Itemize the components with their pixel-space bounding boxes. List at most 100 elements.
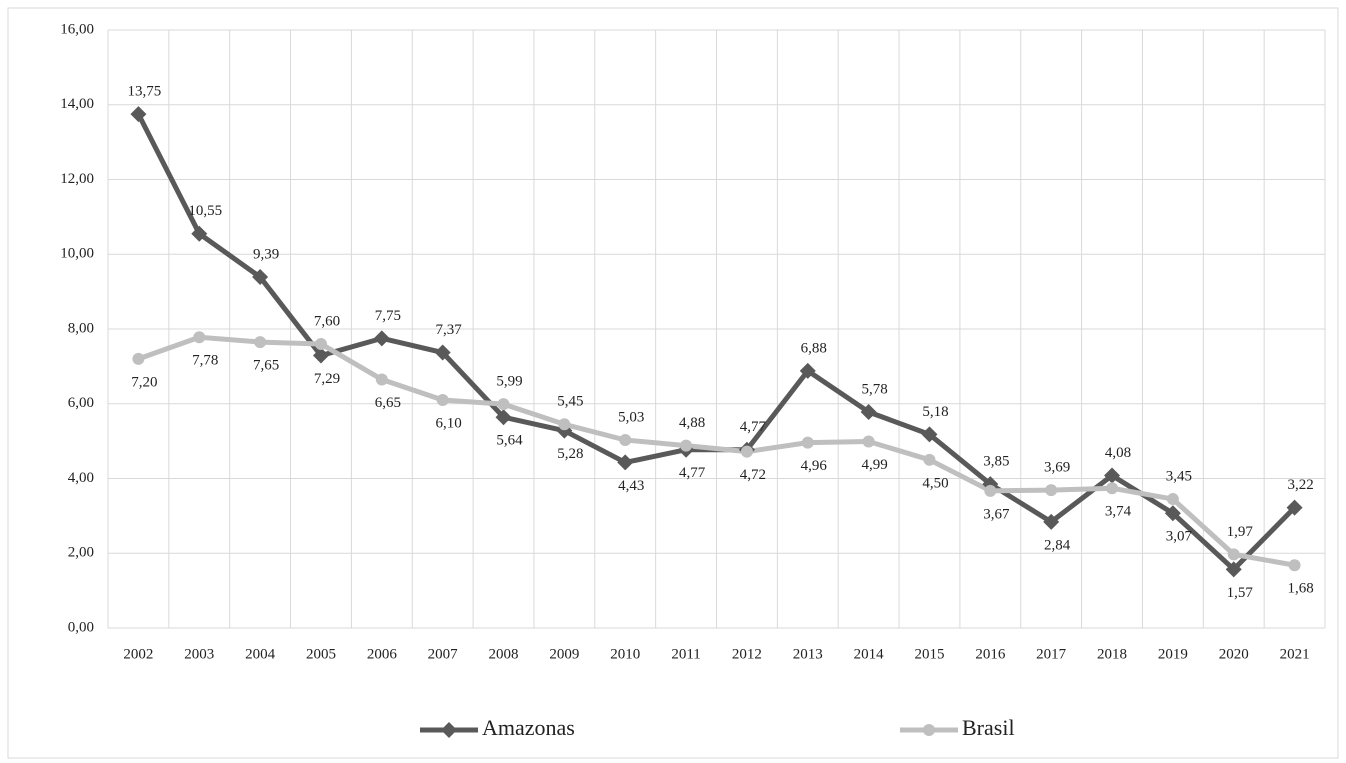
data-point bbox=[495, 409, 512, 426]
data-label: 1,57 bbox=[1227, 585, 1254, 601]
data-point bbox=[132, 352, 145, 365]
y-tick-label: 0,00 bbox=[68, 619, 94, 635]
data-point bbox=[984, 484, 997, 497]
data-label: 1,97 bbox=[1227, 524, 1254, 540]
data-label: 4,08 bbox=[1105, 445, 1131, 461]
data-point bbox=[799, 362, 816, 379]
data-point bbox=[1166, 493, 1179, 506]
x-tick-label: 2009 bbox=[549, 646, 579, 662]
x-tick-label: 2005 bbox=[306, 646, 336, 662]
data-point bbox=[619, 434, 632, 447]
data-point bbox=[1286, 499, 1303, 516]
data-label: 9,39 bbox=[253, 246, 279, 262]
data-label: 3,69 bbox=[1044, 460, 1070, 476]
x-tick-label: 2012 bbox=[732, 646, 762, 662]
data-label: 7,75 bbox=[375, 308, 401, 324]
data-point bbox=[1225, 561, 1242, 578]
data-point bbox=[193, 331, 206, 344]
series-line bbox=[137, 334, 1296, 568]
data-point bbox=[375, 373, 388, 386]
y-tick-label: 14,00 bbox=[60, 96, 94, 112]
data-label: 5,03 bbox=[618, 409, 644, 425]
data-point bbox=[801, 436, 814, 449]
x-tick-label: 2011 bbox=[671, 646, 700, 662]
data-point bbox=[314, 337, 327, 350]
data-label: 7,37 bbox=[436, 322, 463, 338]
data-point bbox=[1227, 548, 1240, 561]
data-label: 7,29 bbox=[314, 371, 340, 387]
data-point bbox=[497, 398, 510, 411]
data-point bbox=[312, 347, 329, 364]
data-point bbox=[860, 403, 877, 420]
data-point bbox=[558, 418, 571, 431]
data-label: 10,55 bbox=[188, 203, 222, 219]
x-tick-label: 2015 bbox=[914, 646, 944, 662]
data-label: 6,10 bbox=[436, 415, 462, 431]
data-point bbox=[740, 445, 753, 458]
x-tick-label: 2004 bbox=[245, 646, 276, 662]
x-tick-label: 2019 bbox=[1158, 646, 1188, 662]
y-tick-label: 6,00 bbox=[68, 395, 94, 411]
data-point bbox=[373, 330, 390, 347]
x-tick-label: 2007 bbox=[428, 646, 459, 662]
data-label: 13,75 bbox=[128, 84, 162, 100]
data-label: 6,88 bbox=[801, 340, 827, 356]
data-point bbox=[617, 454, 634, 471]
data-label: 7,60 bbox=[314, 313, 340, 329]
data-label: 5,99 bbox=[496, 374, 522, 390]
data-point bbox=[1104, 467, 1121, 484]
data-label: 3,07 bbox=[1166, 529, 1193, 545]
data-label: 5,78 bbox=[862, 381, 888, 397]
data-label: 5,18 bbox=[922, 404, 948, 420]
data-label: 1,68 bbox=[1287, 581, 1313, 597]
x-tick-label: 2014 bbox=[854, 646, 885, 662]
data-label: 4,43 bbox=[618, 478, 644, 494]
data-label: 5,45 bbox=[557, 394, 583, 410]
data-point bbox=[254, 336, 267, 349]
data-point bbox=[1288, 559, 1301, 572]
data-label: 4,50 bbox=[922, 475, 948, 491]
chart-frame bbox=[7, 7, 1339, 759]
x-tick-label: 2021 bbox=[1280, 646, 1310, 662]
data-point bbox=[252, 269, 269, 286]
legend-marker bbox=[923, 724, 935, 736]
data-point bbox=[1164, 505, 1181, 522]
data-label: 3,85 bbox=[983, 454, 1009, 470]
x-tick-label: 2018 bbox=[1097, 646, 1127, 662]
data-point bbox=[130, 106, 147, 123]
x-tick-label: 2010 bbox=[610, 646, 640, 662]
data-label: 4,99 bbox=[862, 457, 888, 473]
x-tick-label: 2008 bbox=[489, 646, 519, 662]
x-tick-label: 2006 bbox=[367, 646, 398, 662]
data-label: 3,45 bbox=[1166, 468, 1192, 484]
legend-label: Amazonas bbox=[482, 715, 575, 740]
x-tick-label: 2017 bbox=[1036, 646, 1067, 662]
y-tick-label: 16,00 bbox=[60, 21, 94, 37]
data-label: 7,65 bbox=[253, 358, 279, 374]
legend-label: Brasil bbox=[962, 715, 1015, 740]
data-point bbox=[1045, 484, 1058, 497]
x-tick-label: 2003 bbox=[184, 646, 214, 662]
data-label: 3,22 bbox=[1287, 477, 1313, 493]
data-point bbox=[1106, 482, 1119, 495]
data-label: 4,77 bbox=[679, 465, 706, 481]
x-tick-label: 2020 bbox=[1219, 646, 1249, 662]
data-label: 4,72 bbox=[740, 467, 766, 483]
data-label: 3,74 bbox=[1105, 504, 1132, 520]
y-tick-label: 4,00 bbox=[68, 470, 94, 486]
y-tick-label: 12,00 bbox=[60, 171, 94, 187]
y-tick-label: 8,00 bbox=[68, 320, 94, 336]
data-label: 7,78 bbox=[192, 353, 218, 369]
data-label: 7,20 bbox=[131, 374, 157, 390]
data-label: 6,65 bbox=[375, 395, 401, 411]
legend-marker bbox=[441, 722, 457, 738]
data-label: 5,28 bbox=[557, 446, 583, 462]
data-point bbox=[191, 225, 208, 242]
data-label: 4,96 bbox=[801, 458, 828, 474]
data-point bbox=[434, 344, 451, 361]
data-label: 4,77 bbox=[740, 419, 767, 435]
data-label: 4,88 bbox=[679, 415, 705, 431]
y-tick-label: 2,00 bbox=[68, 545, 94, 561]
y-tick-label: 10,00 bbox=[60, 246, 94, 262]
